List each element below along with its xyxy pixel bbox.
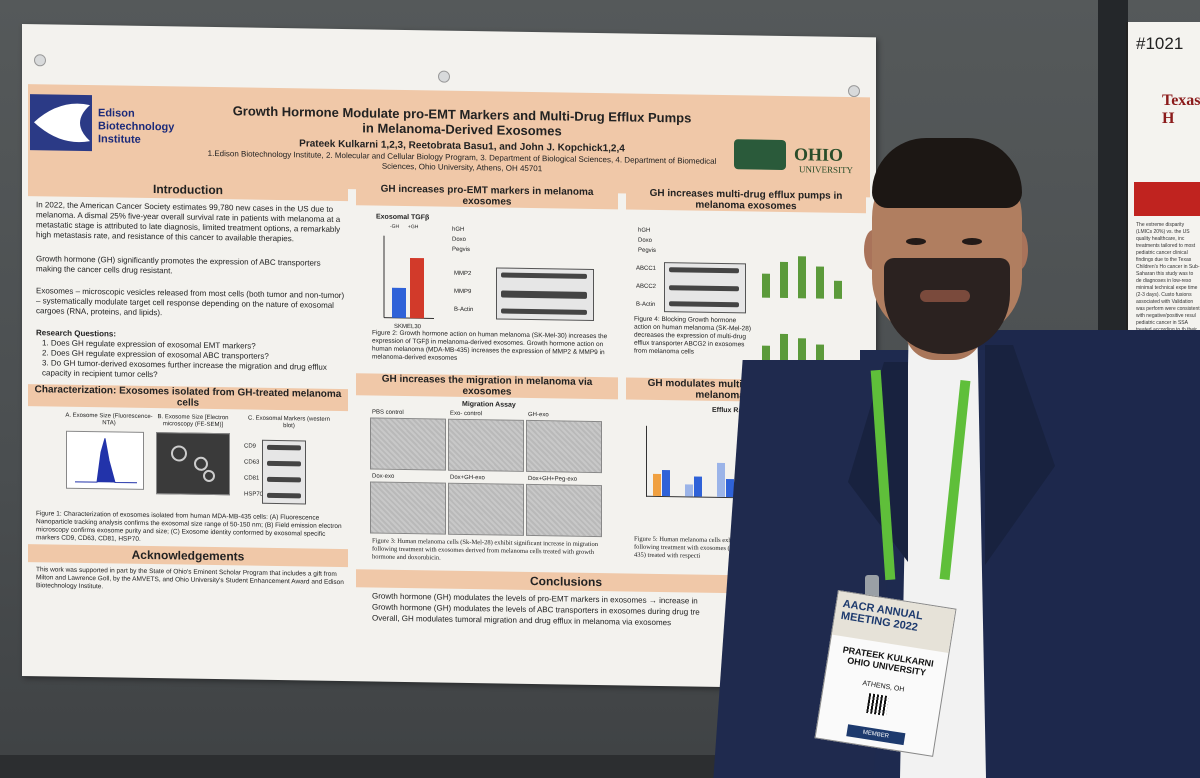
emt-mmp2: MMP2 <box>454 270 472 278</box>
migration-label-doxgh: Dox+GH-exo <box>450 474 485 482</box>
tgf-legend-gh-minus: -GH <box>390 223 400 230</box>
tgf-legend-gh-plus: +GH <box>408 224 419 231</box>
efflux-treat-hgh: hGH <box>638 227 651 234</box>
efflux-abcc2: ABCC2 <box>636 283 657 290</box>
abcc1-bar <box>816 266 824 299</box>
neighbor-poster-number: #1021 <box>1136 34 1184 53</box>
sem-micrograph <box>156 432 230 496</box>
abcc1-bar <box>780 261 788 299</box>
eye <box>962 238 982 245</box>
migration-panel <box>448 418 524 472</box>
conference-badge: AACR ANNUAL MEETING 2022 PRATEEK KULKARN… <box>814 590 957 757</box>
marker-hsp70: HSP70 <box>244 491 264 498</box>
migration-panel <box>370 417 446 471</box>
efflux-bactin: B-Actin <box>636 301 656 308</box>
neighbor-poster: #1021 Texas H The extreme disparity (LMI… <box>1126 22 1200 372</box>
emt-bactin: B-Actin <box>454 306 474 314</box>
gh-paragraph: Growth hormone (GH) significantly promot… <box>36 254 321 276</box>
tgf-chart-title: Exosomal TGFβ <box>376 213 430 222</box>
figure-1-caption: Figure 1: Characterization of exosomes i… <box>36 510 342 543</box>
migration-label-pbs: PBS control <box>372 409 404 416</box>
badge-member-type: MEMBER <box>846 724 906 746</box>
university-logo-sub: UNIVERSITY <box>799 164 853 176</box>
migration-title: Migration Assay <box>462 400 516 409</box>
tgf-bar-gh-minus <box>392 287 406 319</box>
section-emt: GH increases pro-EMT markers in melanoma… <box>356 183 618 210</box>
efflux-rate-bar <box>685 484 693 497</box>
efflux-rate-bar <box>717 462 725 498</box>
migration-label-ghexo: GH-exo <box>528 411 549 419</box>
abcc1-bar <box>762 273 770 298</box>
migration-panel <box>448 482 524 536</box>
tgf-bar-chart <box>383 235 434 319</box>
treat-hgh: hGH <box>452 226 465 233</box>
western-blot-efflux <box>664 262 746 314</box>
char-b-label: B. Exosome Size [Electron microscopy (FE… <box>157 414 229 429</box>
abcc1-bar <box>834 280 842 299</box>
nta-histogram <box>66 430 144 490</box>
badge-clip <box>865 575 879 599</box>
section-migration: GH increases the migration in melanoma v… <box>356 373 618 400</box>
neighbor-poster-banner <box>1134 182 1200 216</box>
abcc1-bar <box>798 256 806 299</box>
figure-3-caption: Figure 3: Human melanoma cells (Sk-Mel-2… <box>372 537 598 562</box>
acknowledgements-text: This work was supported in part by the S… <box>36 566 344 591</box>
char-a-label: A. Exosome Size (Fluorescence-NTA) <box>65 412 153 427</box>
tgf-x-axis <box>384 317 434 319</box>
mouth <box>920 290 970 302</box>
marker-cd81: CD81 <box>244 475 260 482</box>
treat-doxo: Doxo <box>452 236 467 243</box>
western-blot-emt <box>496 267 594 321</box>
research-poster: Edison Biotechnology Institute Growth Ho… <box>22 24 876 690</box>
section-introduction: Introduction <box>28 178 348 202</box>
efflux-rate-bar <box>694 476 702 497</box>
edison-logo <box>30 94 92 152</box>
section-acknowledgements: Acknowledgements <box>28 544 348 568</box>
migration-panel <box>526 419 602 474</box>
beard <box>884 258 1010 354</box>
figure-2-caption: Figure 2: Growth hormone action on human… <box>372 329 608 362</box>
tgf-bar-gh-plus <box>410 257 424 319</box>
char-c-label: C. Exosomal Markers (western blot) <box>247 415 331 430</box>
eye <box>906 238 926 245</box>
marker-cd9: CD9 <box>244 443 257 450</box>
institute-name: Edison Biotechnology Institute <box>98 107 175 146</box>
hair <box>872 138 1022 208</box>
abcc1-bar-chart <box>756 244 856 302</box>
migration-panel <box>370 481 446 535</box>
section-efflux: GH increases multi-drug efflux pumps in … <box>626 187 866 214</box>
efflux-treat-doxo: Doxo <box>638 237 653 244</box>
migration-label-exo: Exo- control <box>450 410 483 418</box>
migration-panel <box>526 483 602 538</box>
marker-cd63: CD63 <box>244 459 260 466</box>
push-pin <box>848 84 860 98</box>
exosome-paragraph: Exosomes – microscopic vesicles released… <box>36 286 345 318</box>
university-logo: OHIO <box>794 144 844 165</box>
research-question-3: 3. Do GH tumor-derived exosomes further … <box>42 358 327 380</box>
treat-pegvis: Pegvis <box>452 246 471 254</box>
western-blot-markers <box>262 439 306 505</box>
efflux-abcc1: ABCC1 <box>636 265 657 272</box>
migration-label-dox: Dox-exo <box>372 473 395 480</box>
section-characterization: Characterization: Exosomes isolated from… <box>28 384 348 412</box>
push-pin <box>438 70 450 83</box>
push-pin <box>34 54 46 67</box>
migration-label-doxghpeg: Dox+GH+Peg-exo <box>528 475 578 483</box>
qr-code-icon <box>866 693 890 717</box>
neighbor-poster-title: Texas H <box>1162 92 1200 127</box>
section-conclusions: Conclusions <box>356 569 776 594</box>
efflux-rate-bar <box>662 470 670 497</box>
efflux-treat-pegvis: Pegvis <box>638 247 657 254</box>
ohio-seal-icon <box>734 139 786 171</box>
intro-paragraph: In 2022, the American Cancer Society est… <box>36 200 341 244</box>
emt-mmp9: MMP9 <box>454 288 472 296</box>
figure-4-caption: Figure 4: Blocking Growth hormone action… <box>634 315 752 356</box>
efflux-rate-bar <box>653 473 661 497</box>
